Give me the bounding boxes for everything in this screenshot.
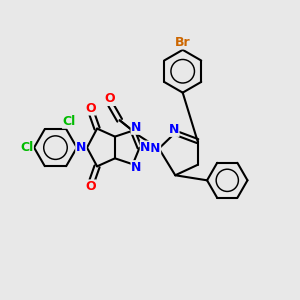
Text: N: N (169, 123, 179, 136)
Text: N: N (150, 142, 161, 155)
Text: N: N (76, 141, 86, 154)
Text: N: N (131, 121, 142, 134)
Text: N: N (131, 161, 142, 174)
Text: O: O (85, 102, 96, 115)
Text: O: O (85, 180, 96, 193)
Text: Cl: Cl (20, 141, 33, 154)
Text: Br: Br (175, 36, 190, 49)
Text: O: O (105, 92, 116, 105)
Text: Cl: Cl (62, 115, 76, 128)
Text: N: N (140, 141, 151, 154)
